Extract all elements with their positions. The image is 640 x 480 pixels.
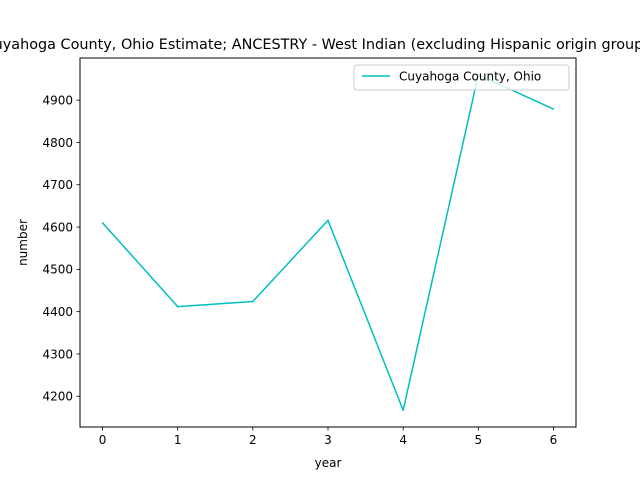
y-tick-label: 4800	[42, 136, 73, 150]
legend: Cuyahoga County, Ohio	[353, 64, 570, 91]
x-tick-label: 2	[249, 433, 257, 447]
y-tick-label: 4400	[42, 305, 73, 319]
y-tick-label: 4500	[42, 263, 73, 277]
x-tick-label: 5	[474, 433, 482, 447]
y-tick-label: 4200	[42, 390, 73, 404]
y-tick-label: 4700	[42, 178, 73, 192]
y-tick-label: 4600	[42, 220, 73, 234]
data-point	[402, 409, 404, 411]
data-point	[327, 219, 329, 222]
x-tick-label: 6	[550, 433, 558, 447]
y-tick-label: 4900	[42, 93, 73, 107]
data-point	[552, 108, 555, 110]
x-tick-label: 4	[399, 433, 407, 447]
x-tick-label: 1	[174, 433, 182, 447]
legend-label: Cuyahoga County, Ohio	[399, 70, 541, 84]
chart-title: Cuyahoga County, Ohio Estimate; ANCESTRY…	[0, 37, 640, 53]
x-axis-label: year	[315, 456, 342, 470]
y-axis-ticks: 4200 4300 4400 4500 4600 4700 4800 4900	[42, 93, 80, 404]
x-tick-label: 0	[99, 433, 107, 447]
data-point	[101, 222, 104, 224]
x-tick-label: 3	[324, 433, 332, 447]
y-axis-label: number	[16, 219, 30, 266]
data-point	[252, 300, 254, 303]
series-layer	[101, 74, 555, 411]
legend-box	[353, 64, 570, 91]
series-line	[101, 74, 554, 411]
x-axis-ticks: 0 1 2 3 4 5 6	[99, 427, 558, 447]
plot-frame	[79, 57, 577, 428]
y-tick-label: 4300	[42, 347, 73, 361]
data-point	[176, 305, 179, 308]
